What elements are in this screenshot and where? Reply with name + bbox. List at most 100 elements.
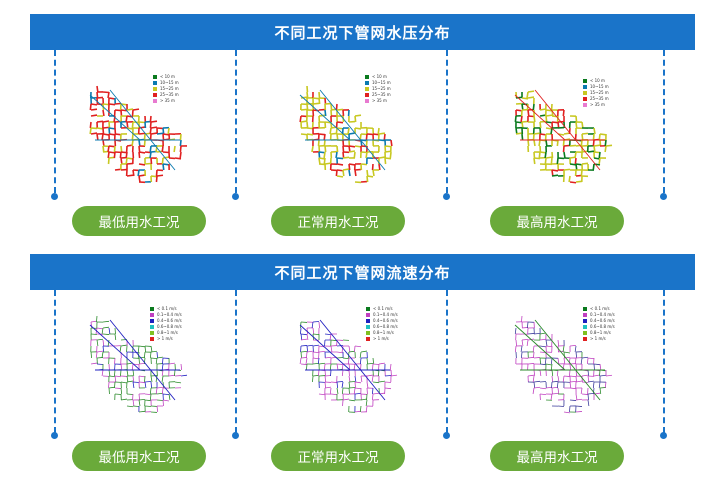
- pipe-segment: [521, 120, 529, 123]
- pipe-segment: [551, 169, 559, 172]
- pipe-segment: [102, 126, 110, 129]
- pipe-segment: [138, 399, 141, 407]
- pipe-segment: [348, 145, 351, 153]
- pipe-segment: [377, 127, 380, 135]
- pipe-segment: [120, 363, 123, 371]
- pipe-segment: [562, 139, 565, 147]
- pipe-segment: [348, 150, 356, 153]
- pipe-segment: [168, 393, 171, 401]
- pipe-segment: [138, 163, 146, 166]
- pipe-segment: [96, 133, 99, 141]
- pipe-segment: [593, 363, 601, 366]
- pipe-segment: [90, 362, 98, 365]
- pipe-segment: [96, 85, 99, 93]
- pipe-segment: [526, 91, 529, 99]
- pipe-segment: [300, 321, 302, 329]
- pipe-segment: [360, 350, 368, 353]
- legend-label: > 35 m: [160, 98, 175, 103]
- pipe-segment: [342, 357, 350, 360]
- pipe-segment: [366, 374, 374, 377]
- pipe-segment: [114, 333, 117, 341]
- pipe-segment: [354, 169, 357, 177]
- pipe-segment: [580, 387, 583, 395]
- pipe-segment: [563, 375, 571, 377]
- pipe-segment: [300, 345, 308, 347]
- pipe-segment: [569, 181, 577, 184]
- pipe-segment: [372, 363, 374, 371]
- pipe-segment: [167, 127, 170, 135]
- legend-entry: 0.8~1 m/s: [583, 330, 615, 336]
- pipe-segment: [605, 374, 613, 377]
- pipe-segment: [581, 132, 589, 135]
- pipe-segment: [587, 393, 595, 395]
- pipe-segment: [174, 157, 182, 160]
- pipe-segment: [317, 139, 320, 147]
- pipe-segment: [329, 387, 332, 395]
- pipe-segment: [312, 333, 320, 335]
- legend-label: 0.8~1 m/s: [590, 330, 611, 335]
- pipe-segment: [324, 363, 326, 371]
- pipe-segment: [533, 157, 536, 165]
- divider-line: [54, 290, 56, 433]
- pipe-segment: [372, 387, 374, 395]
- pipe-segment: [593, 151, 601, 154]
- pipe-segment: [372, 393, 374, 401]
- pipe-segment: [312, 357, 320, 360]
- legend-label: 0.1~0.4 m/s: [373, 312, 398, 317]
- pipe-segment: [324, 97, 327, 105]
- pipe-segment: [114, 375, 122, 378]
- pipe-segment: [311, 145, 314, 153]
- pipe-segment: [527, 363, 535, 365]
- pipe-segment: [138, 151, 146, 154]
- pipe-segment: [336, 145, 339, 153]
- pipe-segment: [539, 345, 547, 348]
- pipe-segment: [150, 375, 153, 383]
- pipe-segment: [539, 151, 547, 154]
- legend-entry: < 10 m: [365, 74, 391, 80]
- pipe-segment: [317, 357, 320, 365]
- pipe-segment: [108, 127, 111, 135]
- pipe-segment: [149, 115, 152, 123]
- pipe-segment: [354, 115, 357, 123]
- pipe-segment: [318, 362, 326, 365]
- pipe-segment: [599, 374, 607, 377]
- pipe-segment: [378, 362, 386, 365]
- legend-label: 10~15 m: [590, 84, 609, 89]
- pipe-segment: [575, 380, 583, 383]
- pipe-segment: [550, 157, 553, 165]
- pipe-segment: [353, 363, 356, 371]
- pipe-segment: [150, 381, 153, 389]
- pipe-segment: [318, 157, 326, 160]
- pipe-segment: [359, 351, 362, 359]
- pipe-segment: [587, 393, 589, 401]
- pipe-segment: [318, 393, 326, 396]
- pipe-segment: [138, 393, 141, 401]
- pipe-segment: [575, 393, 578, 401]
- pipe-segment: [544, 151, 547, 159]
- pipe-segment: [384, 157, 392, 160]
- pipe-segment: [598, 381, 601, 389]
- pipe-segment: [323, 151, 326, 159]
- pipe-segment: [347, 127, 350, 135]
- pipe-segment: [144, 162, 152, 165]
- pipe-segment: [126, 157, 134, 160]
- pipe-segment: [119, 345, 122, 353]
- legend-label: < 0.1 m/s: [373, 306, 393, 311]
- pipe-segment: [306, 133, 314, 136]
- legend-entry: 10~15 m: [153, 80, 179, 86]
- legend-entry: 0.6~0.8 m/s: [366, 324, 398, 330]
- trunk-main: [89, 94, 141, 141]
- pipe-segment: [125, 157, 128, 165]
- legend-label: < 10 m: [160, 74, 175, 79]
- pipe-segment: [144, 405, 152, 407]
- pipe-segment: [599, 387, 602, 395]
- pipe-segment: [108, 327, 111, 335]
- pipe-segment: [372, 169, 375, 177]
- pipe-segment: [336, 108, 344, 111]
- pipe-segment: [90, 108, 98, 111]
- pipe-segment: [563, 411, 571, 414]
- pipe-segment: [378, 380, 386, 383]
- pipe-segment: [89, 121, 92, 129]
- pipe-segment: [521, 97, 529, 100]
- divider-line: [54, 50, 56, 193]
